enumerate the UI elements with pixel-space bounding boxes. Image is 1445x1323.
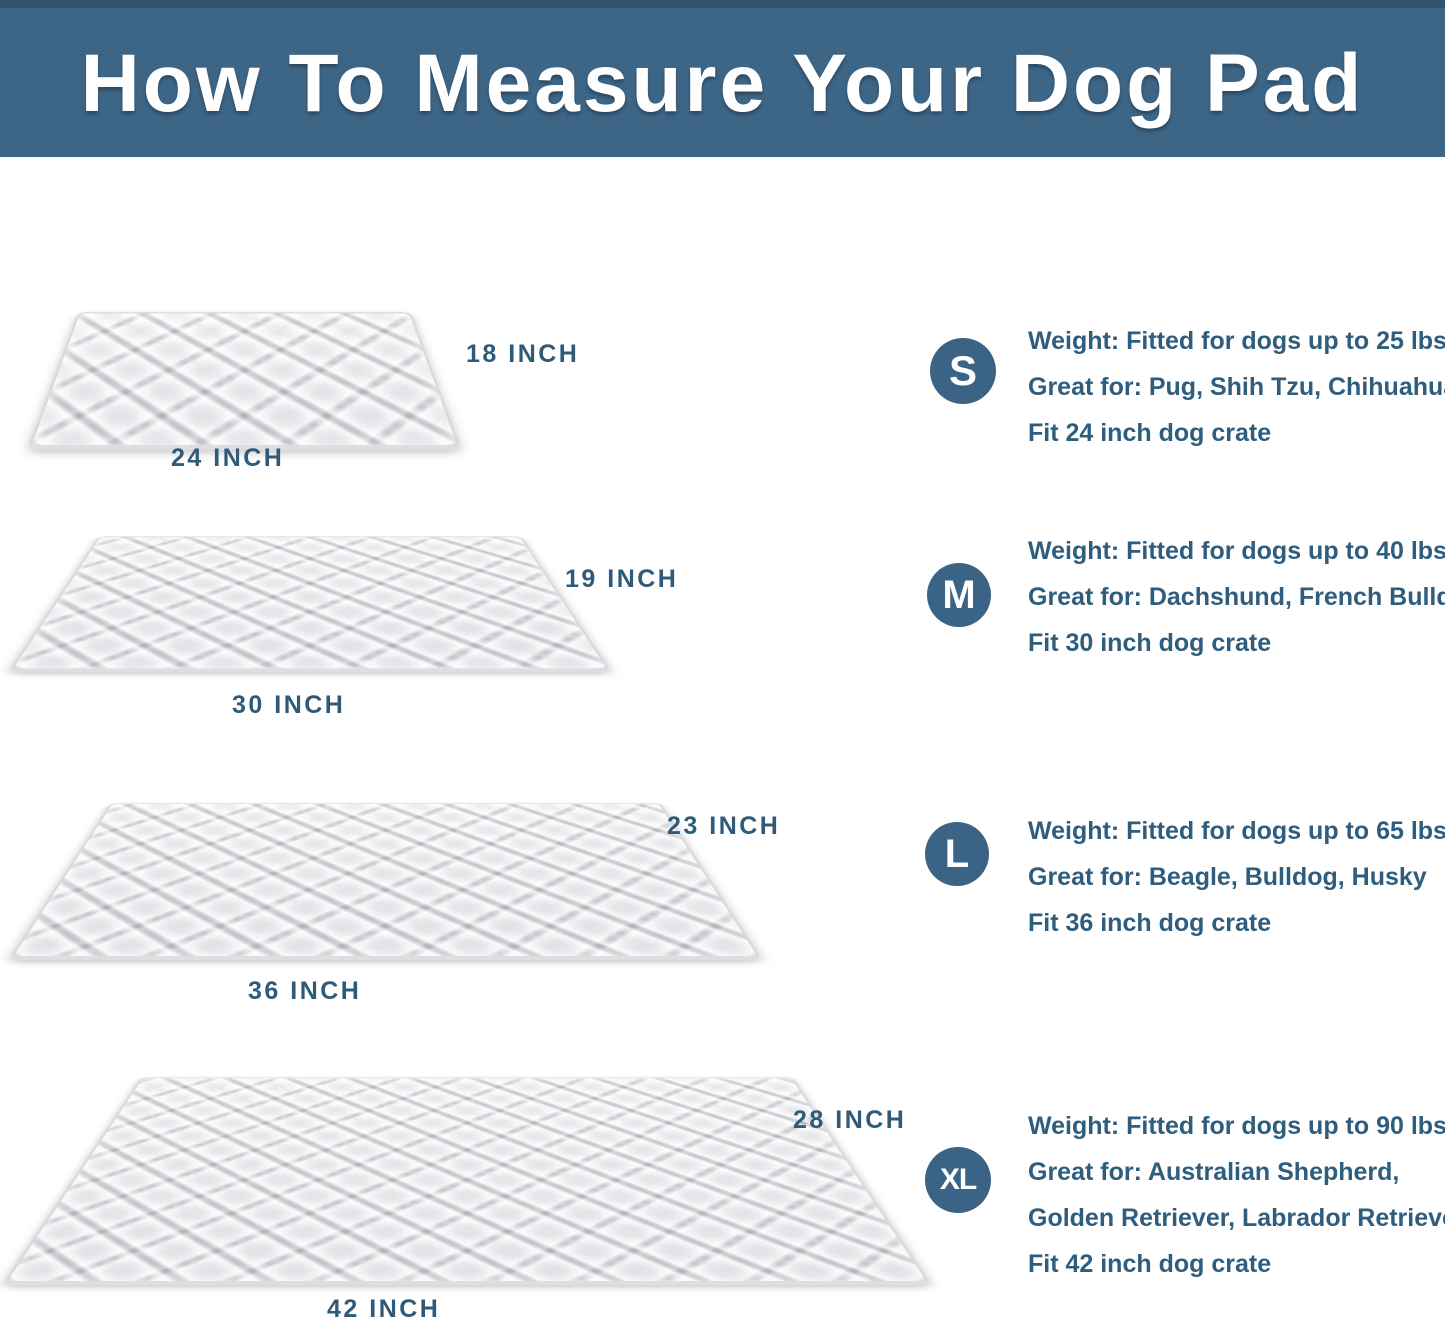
size-l-great-for: Great for: Beagle, Bulldog, Husky [1028, 863, 1427, 891]
size-s-weight: Weight: Fitted for dogs up to 25 lbs [1028, 327, 1445, 355]
size-badge-l-letter: L [944, 831, 970, 876]
dog-pad-medium [8, 536, 612, 672]
size-m-great-for: Great for: Dachshund, French Bulldog [1028, 583, 1445, 611]
header-banner: How To Measure Your Dog Pad [0, 0, 1445, 157]
pad-small-width-label: 24 INCH [171, 444, 285, 472]
size-s-great-for: Great for: Pug, Shih Tzu, Chihuahua [1028, 373, 1445, 401]
page-title: How To Measure Your Dog Pad [80, 37, 1365, 129]
size-badge-m: M [927, 563, 991, 627]
size-l-weight: Weight: Fitted for dogs up to 65 lbs [1028, 817, 1445, 845]
size-xl-great-for-line2: Golden Retriever, Labrador Retriever [1028, 1204, 1445, 1232]
size-info-m: Weight: Fitted for dogs up to 40 lbs Gre… [1028, 528, 1445, 666]
size-badge-xl: XL [925, 1147, 991, 1213]
size-badge-xl-letter: XL [939, 1163, 977, 1196]
size-info-xl: Weight: Fitted for dogs up to 90 lbs Gre… [1028, 1103, 1445, 1287]
pad-xlarge-depth-label: 28 INCH [793, 1106, 907, 1134]
pad-medium-width-label: 30 INCH [232, 691, 346, 719]
dog-pad-large [8, 803, 763, 960]
size-m-weight: Weight: Fitted for dogs up to 40 lbs [1028, 537, 1445, 565]
size-s-crate-fit: Fit 24 inch dog crate [1028, 419, 1272, 447]
size-info-s: Weight: Fitted for dogs up to 25 lbs Gre… [1028, 318, 1445, 456]
dog-pad-small [27, 312, 462, 450]
pad-large-width-label: 36 INCH [248, 977, 362, 1005]
size-info-l: Weight: Fitted for dogs up to 65 lbs Gre… [1028, 808, 1445, 946]
size-xl-great-for-line1: Great for: Australian Shepherd, [1028, 1158, 1400, 1186]
size-xl-weight: Weight: Fitted for dogs up to 90 lbs [1028, 1112, 1445, 1140]
size-xl-crate-fit: Fit 42 inch dog crate [1028, 1250, 1272, 1278]
size-badge-s: S [930, 338, 996, 404]
size-l-crate-fit: Fit 36 inch dog crate [1028, 909, 1272, 937]
size-m-crate-fit: Fit 30 inch dog crate [1028, 629, 1272, 657]
pad-xlarge-width-label: 42 INCH [327, 1295, 441, 1323]
size-badge-s-letter: S [948, 347, 977, 394]
size-badge-l: L [925, 822, 989, 886]
pad-small-depth-label: 18 INCH [466, 340, 580, 368]
pad-large-depth-label: 23 INCH [667, 812, 781, 840]
pad-medium-depth-label: 19 INCH [565, 565, 679, 593]
size-badge-m-letter: M [942, 572, 976, 617]
